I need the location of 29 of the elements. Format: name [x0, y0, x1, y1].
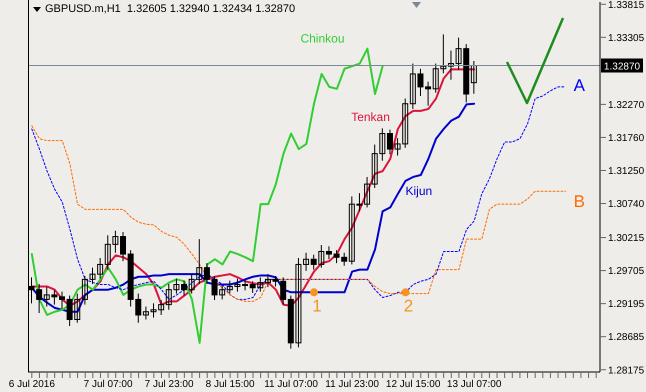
y-tick-label: 1.30215	[608, 233, 645, 244]
y-tick-label: 1.28175	[608, 365, 645, 376]
x-tick-label: 11 Jul 23:00	[325, 379, 380, 390]
series-label: Chinkou	[300, 32, 345, 46]
x-tick-label: 8 Jul 15:00	[206, 379, 255, 390]
x-tick-label: 7 Jul 23:00	[144, 379, 194, 390]
x-tick-label: 12 Jul 15:00	[386, 379, 441, 390]
x-tick-label: 7 Jul 07:00	[84, 379, 133, 390]
y-tick-label: 1.29195	[608, 299, 645, 310]
y-tick-label: 1.29705	[608, 266, 645, 278]
y-tick-label: 1.31760	[608, 132, 645, 144]
y-tick-label: 1.32270	[608, 100, 645, 111]
series-label: 2	[404, 296, 414, 316]
x-tick-label: 11 Jul 07:00	[264, 379, 318, 390]
y-tick-label: 1.28685	[608, 332, 645, 344]
x-tick-label: 13 Jul 07:00	[446, 379, 502, 390]
series-label: 1	[312, 296, 322, 316]
y-tick-label: 1.33815	[608, 0, 645, 11]
x-tick-label: 6 Jul 2016	[8, 379, 56, 390]
chart-title: GBPUSD.m,H1 1.32605 1.32940 1.32434 1.32870	[45, 3, 296, 15]
series-label: A	[574, 76, 586, 95]
series-label: B	[574, 192, 586, 212]
ref-line-label: 1.32870	[604, 62, 641, 73]
series-label: Kijun	[406, 184, 432, 198]
candlestick	[470, 60, 477, 94]
y-tick-label: 1.33305	[608, 32, 645, 44]
series-label: Tenkan	[351, 110, 390, 124]
y-tick-label: 1.30740	[608, 199, 645, 210]
y-tick-label: 1.31250	[608, 166, 645, 178]
